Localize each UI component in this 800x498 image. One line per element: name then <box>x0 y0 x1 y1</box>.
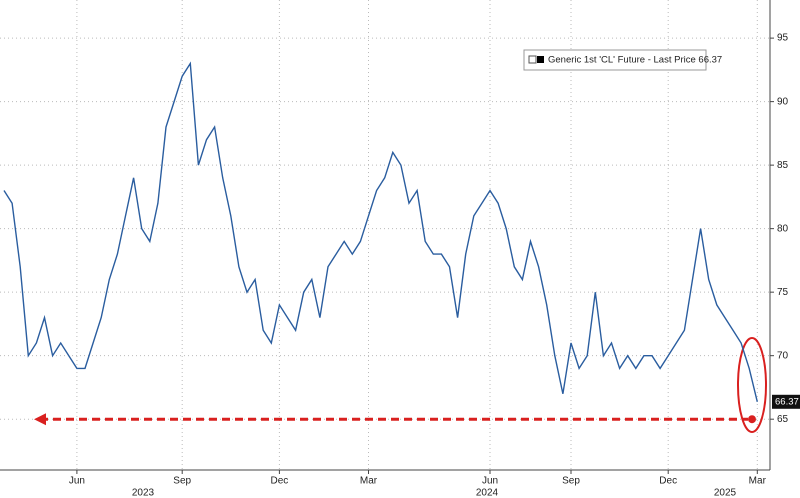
y-tick-label: 75 <box>777 287 789 298</box>
year-label: 2024 <box>476 488 499 498</box>
x-tick-label: Sep <box>173 476 191 487</box>
legend-swatch <box>537 56 544 63</box>
year-label: 2025 <box>714 488 737 498</box>
legend-label: Generic 1st 'CL' Future - Last Price 66.… <box>548 55 722 66</box>
x-tick-label: Jun <box>69 476 85 487</box>
grid <box>0 0 770 470</box>
y-tick-label: 95 <box>777 33 789 44</box>
reference-arrowhead <box>34 413 46 426</box>
x-tick-label: Dec <box>271 476 289 487</box>
legend-box <box>523 49 707 71</box>
x-tick-label: Sep <box>562 476 580 487</box>
reference-dot <box>748 415 756 424</box>
legend-icon-frame <box>528 55 537 64</box>
x-tick-label: Mar <box>749 476 767 487</box>
y-tick-label: 85 <box>777 160 789 171</box>
y-tick-label: 80 <box>777 223 789 234</box>
y-tick-label: 65 <box>777 414 789 425</box>
year-label: 2023 <box>132 488 155 498</box>
highlight-ellipse <box>737 337 767 433</box>
last-price-box <box>772 394 800 409</box>
y-tick-label: 70 <box>777 350 789 361</box>
x-tick-label: Dec <box>659 476 677 487</box>
legend: Generic 1st 'CL' Future - Last Price 66.… <box>523 49 722 71</box>
last-price-label: 66.37 <box>775 396 799 407</box>
price-line <box>3 61 758 402</box>
y-tick-label: 90 <box>777 96 789 107</box>
x-tick-label: Mar <box>360 476 378 487</box>
x-tick-label: Jun <box>482 476 498 487</box>
